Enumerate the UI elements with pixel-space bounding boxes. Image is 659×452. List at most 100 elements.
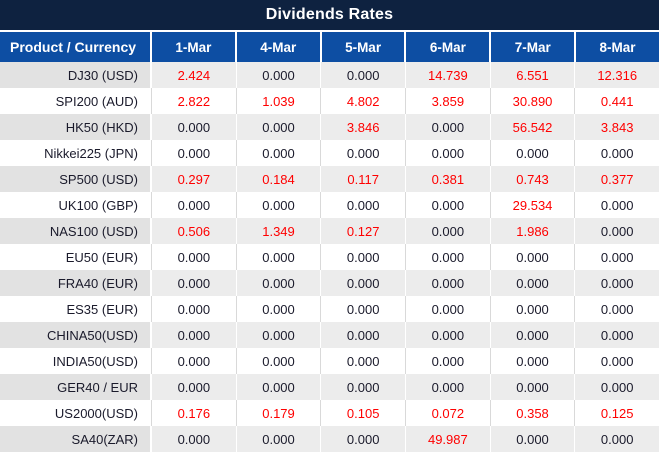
table-row: INDIA50(USD) 0.000 0.000 0.000 0.000 0.0… (0, 348, 659, 374)
table-row: UK100 (GBP) 0.000 0.000 0.000 0.000 29.5… (0, 192, 659, 218)
value-cell: 30.890 (490, 88, 576, 114)
date-header-6mar: 6-Mar (406, 32, 492, 62)
value-cell: 0.358 (490, 400, 576, 426)
product-cell: SA40(ZAR) (0, 426, 152, 452)
value-cell: 0.000 (236, 426, 322, 452)
value-cell: 0.000 (321, 374, 407, 400)
value-cell: 0.000 (575, 140, 659, 166)
value-cell: 29.534 (490, 192, 576, 218)
value-cell: 0.000 (575, 426, 659, 452)
value-cell: 0.000 (406, 296, 491, 322)
value-cell: 0.000 (575, 296, 659, 322)
value-cell: 3.846 (321, 114, 407, 140)
value-cell: 0.000 (406, 348, 491, 374)
product-cell: GER40 / EUR (0, 374, 152, 400)
value-cell: 0.127 (321, 218, 407, 244)
value-cell: 0.000 (490, 426, 576, 452)
value-cell: 0.743 (490, 166, 576, 192)
date-header-5mar: 5-Mar (321, 32, 407, 62)
value-cell: 0.000 (236, 348, 322, 374)
product-cell: SP500 (USD) (0, 166, 152, 192)
value-cell: 0.000 (490, 374, 576, 400)
table-row: HK50 (HKD) 0.000 0.000 3.846 0.000 56.54… (0, 114, 659, 140)
value-cell: 0.000 (236, 322, 322, 348)
value-cell: 0.000 (152, 348, 237, 374)
value-cell: 0.000 (321, 62, 407, 88)
value-cell: 0.000 (406, 322, 491, 348)
value-cell: 0.000 (406, 218, 491, 244)
value-cell: 0.000 (406, 140, 491, 166)
value-cell: 2.822 (152, 88, 237, 114)
value-cell: 0.000 (406, 114, 491, 140)
date-header-4mar: 4-Mar (236, 32, 322, 62)
value-cell: 0.176 (152, 400, 237, 426)
value-cell: 3.859 (406, 88, 491, 114)
product-cell: ES35 (EUR) (0, 296, 152, 322)
table-row: EU50 (EUR) 0.000 0.000 0.000 0.000 0.000… (0, 244, 659, 270)
product-cell: CHINA50(USD) (0, 322, 152, 348)
value-cell: 0.000 (321, 244, 407, 270)
value-cell: 0.179 (236, 400, 322, 426)
table-row: SA40(ZAR) 0.000 0.000 0.000 49.987 0.000… (0, 426, 659, 452)
value-cell: 0.000 (575, 218, 659, 244)
value-cell: 0.000 (490, 322, 576, 348)
value-cell: 49.987 (406, 426, 491, 452)
value-cell: 0.000 (321, 426, 407, 452)
value-cell: 0.000 (152, 296, 237, 322)
product-cell: INDIA50(USD) (0, 348, 152, 374)
table-row: ES35 (EUR) 0.000 0.000 0.000 0.000 0.000… (0, 296, 659, 322)
value-cell: 0.000 (490, 140, 576, 166)
value-cell: 0.000 (152, 426, 237, 452)
value-cell: 0.072 (406, 400, 491, 426)
date-header-1mar: 1-Mar (152, 32, 237, 62)
value-cell: 0.000 (321, 322, 407, 348)
value-cell: 0.000 (236, 374, 322, 400)
product-currency-header: Product / Currency (0, 32, 152, 62)
table-row: DJ30 (USD) 2.424 0.000 0.000 14.739 6.55… (0, 62, 659, 88)
product-cell: US2000(USD) (0, 400, 152, 426)
table-row: Nikkei225 (JPN) 0.000 0.000 0.000 0.000 … (0, 140, 659, 166)
product-cell: Nikkei225 (JPN) (0, 140, 152, 166)
value-cell: 0.117 (321, 166, 407, 192)
value-cell: 0.506 (152, 218, 237, 244)
value-cell: 4.802 (321, 88, 407, 114)
table-row: US2000(USD) 0.176 0.179 0.105 0.072 0.35… (0, 400, 659, 426)
value-cell: 0.000 (490, 244, 576, 270)
value-cell: 0.000 (575, 374, 659, 400)
value-cell: 0.000 (152, 192, 237, 218)
value-cell: 0.184 (236, 166, 322, 192)
value-cell: 0.381 (406, 166, 491, 192)
value-cell: 0.000 (321, 348, 407, 374)
value-cell: 0.000 (152, 114, 237, 140)
value-cell: 1.986 (490, 218, 576, 244)
value-cell: 0.000 (152, 322, 237, 348)
value-cell: 14.739 (406, 62, 491, 88)
value-cell: 56.542 (490, 114, 576, 140)
value-cell: 0.000 (575, 192, 659, 218)
value-cell: 0.000 (152, 140, 237, 166)
value-cell: 0.000 (575, 348, 659, 374)
value-cell: 0.000 (321, 192, 407, 218)
table-row: SP500 (USD) 0.297 0.184 0.117 0.381 0.74… (0, 166, 659, 192)
value-cell: 0.000 (490, 348, 576, 374)
value-cell: 1.039 (236, 88, 322, 114)
value-cell: 0.105 (321, 400, 407, 426)
value-cell: 0.000 (406, 270, 491, 296)
value-cell: 0.000 (575, 322, 659, 348)
value-cell: 0.000 (321, 296, 407, 322)
value-cell: 0.000 (152, 244, 237, 270)
value-cell: 0.000 (236, 114, 322, 140)
value-cell: 0.000 (236, 244, 322, 270)
date-header-8mar: 8-Mar (576, 32, 659, 62)
value-cell: 12.316 (575, 62, 659, 88)
product-cell: FRA40 (EUR) (0, 270, 152, 296)
product-cell: NAS100 (USD) (0, 218, 152, 244)
value-cell: 0.000 (236, 140, 322, 166)
value-cell: 0.000 (152, 374, 237, 400)
value-cell: 0.000 (236, 62, 322, 88)
product-cell: SPI200 (AUD) (0, 88, 152, 114)
product-cell: EU50 (EUR) (0, 244, 152, 270)
value-cell: 0.000 (236, 296, 322, 322)
value-cell: 3.843 (575, 114, 659, 140)
